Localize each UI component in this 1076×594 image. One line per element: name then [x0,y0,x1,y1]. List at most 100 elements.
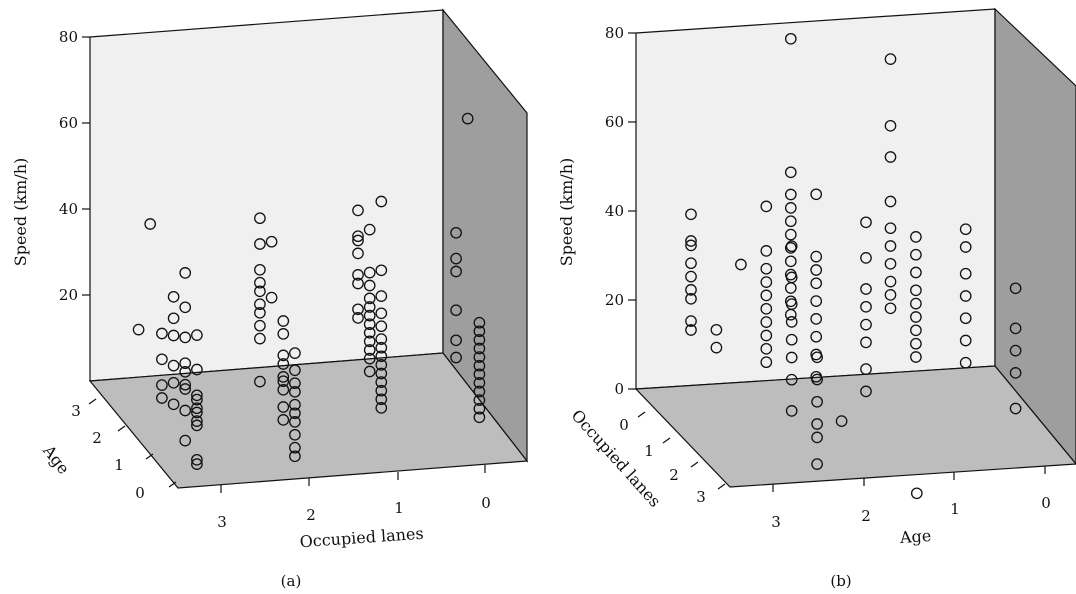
panel-a-point [156,392,168,404]
panel-b-point [760,356,773,369]
panel-a-point [254,319,266,332]
panel-a-point [375,350,388,363]
panel-a-age-tick-3: 3 [71,402,81,420]
panel-b-point [810,348,823,361]
panel-a-point [352,312,364,324]
panel-a-point [363,223,376,236]
panel-a-point [450,265,462,278]
panel-a-point [277,414,290,426]
panel-a-point [191,393,203,406]
panel-a-point [191,406,203,419]
panel-b-point [760,329,773,342]
panel-b-points [685,32,1022,500]
panel-b-point [784,215,797,228]
panel-b-point [810,370,823,383]
panel-b-point [810,188,823,201]
panel-a-point [352,277,364,290]
panel-a-point [179,301,192,314]
panel-b-point [910,266,922,279]
panel-b-point [860,252,872,264]
panel-a-point [156,327,168,340]
panel-a-point [265,235,278,248]
panel-a-point [450,252,462,265]
panel-a-point [167,329,180,342]
panel-b-point [785,405,798,417]
panel-b-point [860,363,872,375]
panel-a-speed-tick-40: 40 [59,200,78,218]
panel-a-point [473,316,486,329]
panel-b-point [785,373,798,386]
panel-a-point [352,230,364,243]
panel-a-point [277,328,290,340]
panel-b-point [685,324,697,336]
panel-a-point [363,279,376,292]
panel-a-point [179,434,192,447]
panel-b-speed-label: Speed (km/h) [557,158,576,267]
panel-b-point [810,264,823,276]
panel-a-point [473,359,486,372]
panel-a-back-wall [89,9,444,382]
panel-b-point [860,318,872,331]
panel-b-point [760,302,773,315]
panel-a-age-axis [88,398,177,488]
panel-b-point [959,241,972,253]
panel-a-point [363,326,376,339]
panel-b-point [910,487,923,500]
panel-b-point [685,292,697,305]
panel-b-point [884,195,897,208]
panel-a-point [277,383,290,396]
panel-a-point [254,306,266,319]
panel-a-point [254,285,266,298]
panel-b-point [910,297,922,310]
panel-a-point [461,112,474,125]
panel-a-point [179,331,192,344]
panel-a-point [289,441,301,454]
panel-a-speed-tick-20: 20 [59,286,78,304]
panel-a-point [363,344,376,356]
panel-a-lanes-tick-0: 0 [481,494,491,512]
panel-b-point [959,312,972,325]
panel-b-point [710,341,723,354]
panel-a-speed-tick-80: 80 [59,28,78,46]
panel-b-point [784,166,797,179]
panel-a-point [375,384,388,397]
panel-b: 80 60 40 20 0 Speed (km/h) 0 1 2 3 Occup… [557,7,1076,590]
panel-b-point [1009,367,1022,379]
panel-a-point [352,204,364,217]
panel-b-point [860,336,872,349]
panel-b-side-wall [994,7,1076,465]
panel-a-point [179,357,192,370]
panel-b-point [811,395,823,408]
panel-b-point [959,290,972,302]
panel-a-point [254,212,266,225]
panel-a-point [277,315,290,327]
panel-a-point [179,383,192,395]
panel-a-point [473,411,486,424]
panel-a-point [191,419,203,432]
panel-a-point [375,376,388,388]
panel-a-point [289,398,301,411]
panel-b-point [910,248,922,261]
panel-b-point [860,385,872,398]
panel-a-point [450,226,462,239]
panel-a-point [277,371,290,383]
panel-a-point [375,359,388,371]
panel-b-point [760,262,773,275]
panel-b-point [910,231,922,243]
panel-a-point [254,375,266,388]
panel-a-point [363,365,376,378]
panel-b-point [785,333,798,346]
panel-b-point [810,277,823,290]
panel-b-point [884,151,897,163]
panel-a-points [132,112,486,470]
panel-a-point [167,290,180,303]
panel-b-point [685,239,697,252]
panel-a-point [363,309,376,322]
panel-b-point [784,242,797,254]
panel-b-point [1009,344,1022,357]
panel-a-point [363,352,376,365]
panel-a-floor [88,352,529,489]
panel-b-point [784,228,797,241]
panel-a-point [363,335,376,348]
panel-b-speed-tick-20: 20 [605,291,624,309]
